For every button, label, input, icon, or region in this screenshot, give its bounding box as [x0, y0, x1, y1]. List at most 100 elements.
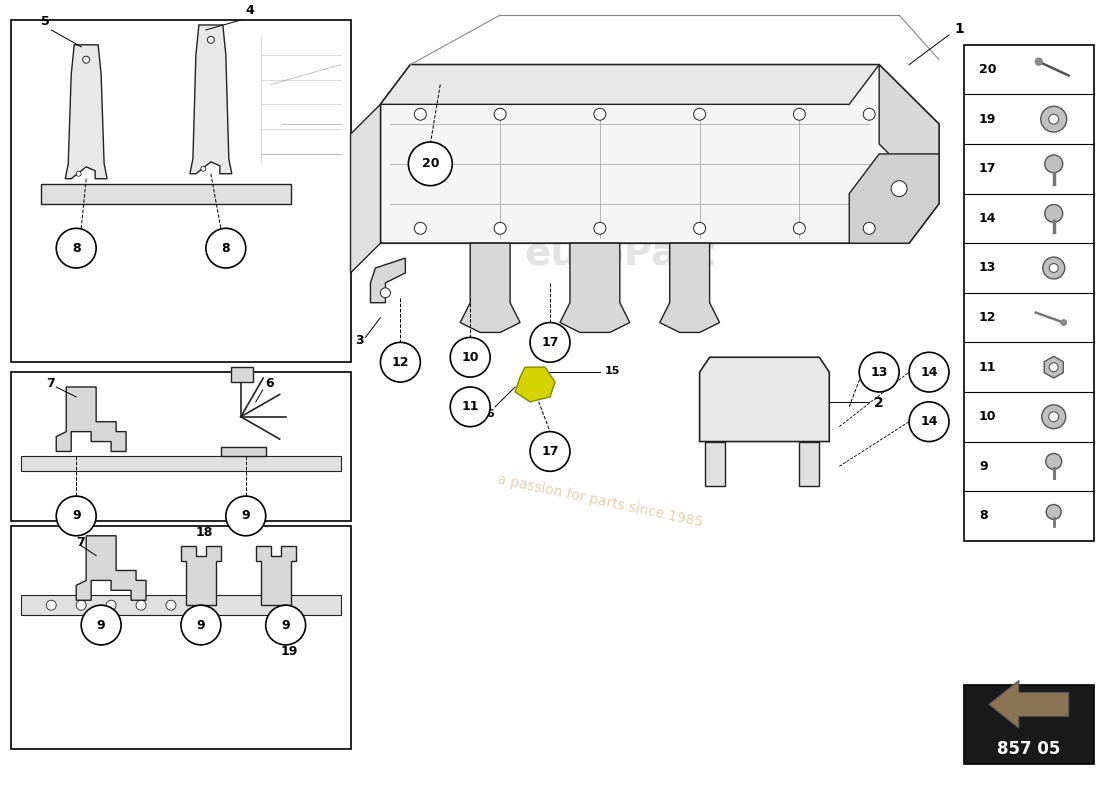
Text: 1: 1 [954, 22, 964, 36]
Text: 14: 14 [979, 212, 997, 225]
Text: 18: 18 [196, 526, 213, 538]
Circle shape [1049, 263, 1058, 273]
Bar [705, 442, 725, 486]
Circle shape [909, 402, 949, 442]
Polygon shape [849, 154, 939, 243]
Text: 9: 9 [72, 510, 80, 522]
Circle shape [694, 108, 705, 120]
Circle shape [208, 36, 214, 43]
Polygon shape [190, 25, 232, 174]
Text: 11: 11 [462, 400, 478, 414]
Text: 4: 4 [245, 4, 254, 17]
Text: a passion for parts since 1985: a passion for parts since 1985 [496, 473, 704, 530]
Circle shape [1048, 412, 1058, 422]
Bar [11, 372, 351, 521]
Circle shape [864, 108, 876, 120]
Text: 17: 17 [541, 445, 559, 458]
Bar [42, 184, 290, 203]
Text: 20: 20 [421, 158, 439, 170]
Circle shape [76, 171, 81, 176]
Circle shape [166, 600, 176, 610]
Circle shape [1048, 114, 1058, 124]
Circle shape [381, 288, 390, 298]
Circle shape [196, 600, 206, 610]
Text: 13: 13 [870, 366, 888, 378]
Polygon shape [560, 243, 630, 333]
Bar [231, 367, 253, 382]
Polygon shape [1044, 356, 1064, 378]
Bar [221, 446, 266, 457]
Text: euroPart: euroPart [525, 234, 715, 272]
Circle shape [415, 108, 427, 120]
Circle shape [201, 166, 206, 171]
Polygon shape [76, 536, 146, 600]
Polygon shape [879, 65, 939, 203]
Circle shape [594, 108, 606, 120]
Circle shape [1041, 106, 1067, 132]
Text: 17: 17 [541, 336, 559, 349]
Bar [21, 595, 341, 615]
Polygon shape [351, 104, 381, 273]
Circle shape [909, 352, 949, 392]
Text: 9: 9 [197, 618, 206, 631]
Text: 3: 3 [355, 334, 364, 347]
Bar [11, 20, 351, 362]
Text: 8: 8 [72, 242, 80, 254]
Text: 10: 10 [462, 350, 478, 364]
Text: 11: 11 [979, 361, 997, 374]
Text: 8: 8 [979, 510, 988, 522]
Bar [964, 685, 1093, 764]
Polygon shape [180, 546, 221, 606]
Text: 9: 9 [979, 460, 988, 473]
Polygon shape [515, 367, 556, 402]
Text: 10: 10 [979, 410, 997, 423]
Text: 9: 9 [97, 618, 106, 631]
Text: 14: 14 [921, 366, 938, 378]
Text: 6: 6 [266, 377, 274, 390]
Circle shape [1045, 205, 1063, 222]
Circle shape [82, 56, 90, 63]
Circle shape [864, 222, 876, 234]
Circle shape [136, 600, 146, 610]
Text: 2: 2 [874, 396, 884, 410]
Circle shape [76, 600, 86, 610]
Bar [964, 45, 1093, 541]
Circle shape [1046, 505, 1062, 519]
Text: 14: 14 [921, 415, 938, 428]
Text: 5: 5 [42, 15, 50, 28]
Circle shape [793, 108, 805, 120]
Circle shape [381, 342, 420, 382]
Text: 857 05: 857 05 [997, 740, 1060, 758]
Circle shape [450, 338, 491, 377]
Circle shape [56, 496, 96, 536]
Polygon shape [700, 358, 829, 442]
Circle shape [594, 222, 606, 234]
Circle shape [106, 600, 117, 610]
Polygon shape [65, 45, 107, 178]
Text: 19: 19 [280, 645, 298, 658]
Circle shape [859, 352, 899, 392]
Circle shape [266, 606, 306, 645]
Polygon shape [660, 243, 719, 333]
Text: 7: 7 [76, 536, 85, 549]
Text: 15: 15 [605, 366, 620, 376]
Circle shape [530, 432, 570, 471]
Polygon shape [381, 65, 879, 104]
Bar [21, 457, 341, 471]
Text: 20: 20 [979, 63, 997, 76]
Circle shape [56, 228, 96, 268]
Circle shape [1042, 405, 1066, 429]
Circle shape [408, 142, 452, 186]
Circle shape [81, 606, 121, 645]
Text: 9: 9 [242, 510, 250, 522]
Circle shape [46, 600, 56, 610]
Bar [800, 442, 820, 486]
Polygon shape [371, 258, 406, 302]
Polygon shape [381, 65, 939, 243]
Polygon shape [460, 243, 520, 333]
Text: 16: 16 [481, 409, 496, 418]
Text: 9: 9 [282, 618, 290, 631]
Text: 13: 13 [979, 262, 997, 274]
Circle shape [1035, 58, 1043, 65]
Polygon shape [56, 387, 126, 451]
